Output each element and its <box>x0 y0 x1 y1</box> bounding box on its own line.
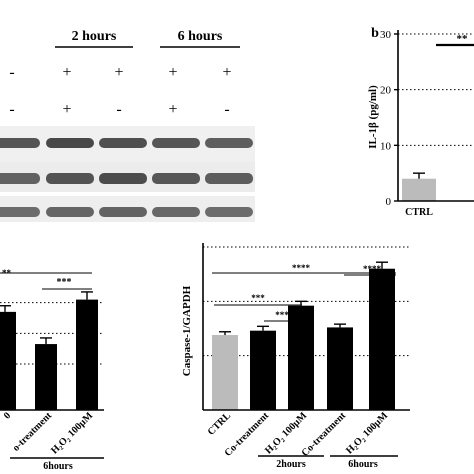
panel-letter-b: b <box>371 26 379 41</box>
blot-band-row2-lane1 <box>0 173 40 184</box>
blot-band-row1-lane1 <box>0 138 40 148</box>
chart-b-ytick-label-2: 20 <box>380 85 392 97</box>
blot-band-row1-lane4 <box>152 138 200 148</box>
blot-band-row2-lane5 <box>205 173 253 184</box>
blot-band-row3-lane1 <box>0 207 40 217</box>
group-label-6hours-left: 6hours <box>43 461 73 472</box>
blot-band-row3-lane4 <box>152 207 200 217</box>
chart-caspase-category-label-4: H₂O₂ 100μM <box>344 410 390 456</box>
sign-r1-l5: + <box>222 64 231 81</box>
caspase-ylabel: Caspase-1/GAPDH <box>181 285 193 376</box>
sign-r1-l3: + <box>114 64 123 81</box>
chart-b-bar-0 <box>402 178 436 201</box>
chart-left-category-label-2: H₂O₂ 100μM <box>49 410 95 456</box>
blot-band-row2-lane4 <box>152 173 200 184</box>
sig-left-2: *** <box>57 277 72 288</box>
blot-band-row3-lane5 <box>205 207 253 217</box>
blot-band-row2-lane2 <box>46 173 94 184</box>
panel-b-ylabel: IL-1β (pg/ml) <box>367 85 379 149</box>
chart-caspase-bar-0 <box>212 335 238 410</box>
sign-r2-l5: - <box>224 101 229 118</box>
chart-left-category-label-0: 0 <box>2 410 13 421</box>
sig-panel-b: ** <box>457 33 469 45</box>
caspase-panel: Caspase-1/GAPDH **** *** *** **** CTRLCo… <box>181 243 410 470</box>
blot-band-row3-lane2 <box>46 207 94 217</box>
sign-r2-l4: + <box>168 101 177 118</box>
chart-caspase-bar-3 <box>327 327 353 410</box>
chart-left-bar-1 <box>35 344 57 410</box>
chart-left-bar-2 <box>76 299 98 410</box>
chart-caspase-bar-4 <box>369 268 395 410</box>
group-label-2-hours: 2 hours <box>72 29 117 44</box>
chart-left-bar-0 <box>0 311 16 410</box>
chart-caspase-bar-2 <box>288 305 314 410</box>
blot-band-row2-lane3 <box>99 173 147 184</box>
group-label-6-hours: 6 hours <box>178 29 223 44</box>
sig-caspase-1: **** <box>292 263 311 273</box>
chart-caspase-bar-1 <box>250 330 276 410</box>
sign-r1-l2: + <box>62 64 71 81</box>
chart-caspase-category-label-0: CTRL <box>206 410 234 438</box>
sign-r1-l4: + <box>168 64 177 81</box>
group-label-6hours: 6hours <box>348 459 378 470</box>
blot-band-row3-lane3 <box>99 207 147 217</box>
blot-band-row1-lane3 <box>99 138 147 148</box>
sign-r2-l1: - <box>9 101 14 118</box>
blot-bands <box>0 126 255 222</box>
chart-b-ytick-label-0: 0 <box>386 196 392 208</box>
group-label-2hours: 2hours <box>276 459 306 470</box>
blot-band-row1-lane2 <box>46 138 94 148</box>
sign-r1-l1: - <box>9 64 14 81</box>
panel-b: b ** IL-1β (pg/ml) 0 10 20 30 CTRL <box>367 26 474 218</box>
chart-b-ytick-label-3: 30 <box>380 29 392 41</box>
sig-caspase-3: *** <box>275 310 289 320</box>
chart-b-ytick-label-1: 10 <box>380 140 392 152</box>
chart-left-category-label-1: o-treatment <box>11 410 55 454</box>
sign-r2-l3: - <box>116 101 121 118</box>
western-blot: 2 hours 6 hours - + + + + - + - + - <box>0 29 255 222</box>
panel-b-chart: 0 10 20 30 CTRL <box>380 29 474 218</box>
blot-band-row1-lane5 <box>205 138 253 148</box>
sig-caspase-2: *** <box>251 293 265 303</box>
chart-b-category-label-0: CTRL <box>405 207 433 218</box>
sign-r2-l2: + <box>62 101 71 118</box>
